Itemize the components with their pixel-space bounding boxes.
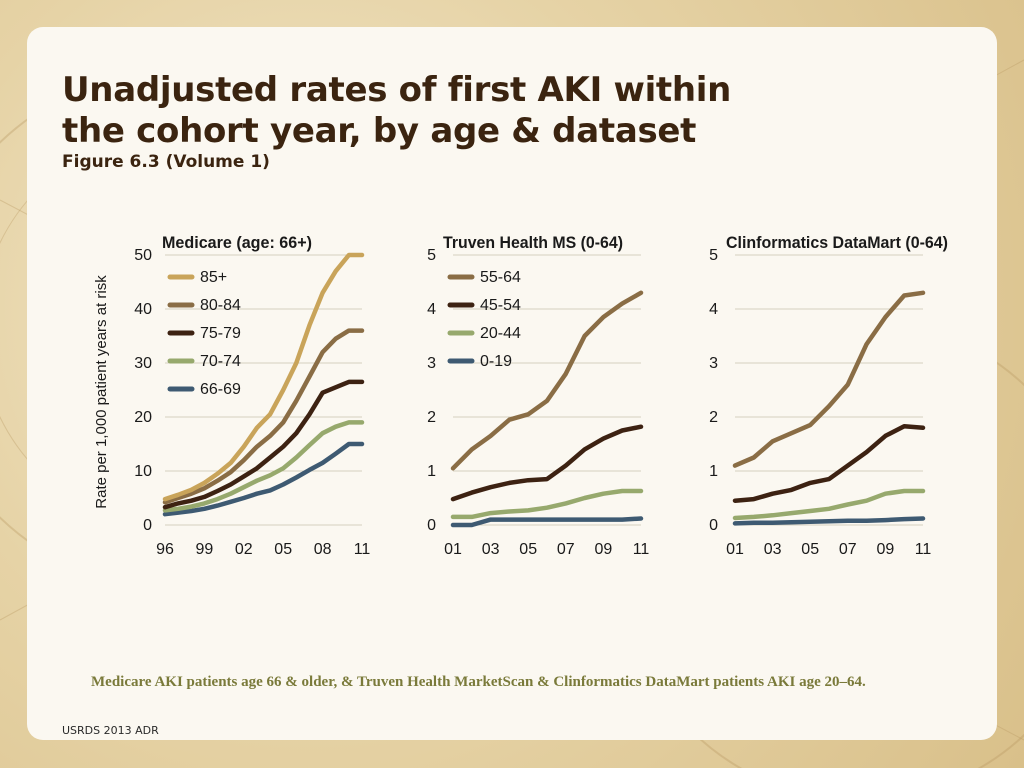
- x-tick-label-1-5: 11: [633, 541, 650, 558]
- series-line-1-3: [450, 516, 644, 528]
- legend-label-0-4: 66-69: [200, 381, 241, 398]
- y-tick-label-0-5: 50: [134, 247, 152, 264]
- legend-label-0-2: 75-79: [200, 325, 241, 342]
- y-tick-label-1-1: 1: [427, 463, 436, 480]
- x-tick-label-1-1: 03: [482, 541, 500, 558]
- x-tick-label-2-0: 01: [726, 541, 744, 558]
- y-tick-label-1-5: 5: [427, 247, 436, 264]
- series-line-0-3: [162, 420, 365, 513]
- x-tick-label-0-2: 02: [235, 541, 253, 558]
- y-tick-label-0-0: 0: [143, 517, 152, 534]
- series-line-2-0: [732, 290, 926, 468]
- x-tick-label-2-2: 05: [801, 541, 819, 558]
- legend-label-1-1: 45-54: [480, 297, 521, 314]
- y-tick-label-0-4: 40: [134, 301, 152, 318]
- chart-title-1: Truven Health MS (0-64): [443, 233, 623, 252]
- series-line-0-2: [162, 379, 365, 510]
- x-tick-label-0-4: 08: [314, 541, 332, 558]
- series-line-1-2: [450, 488, 644, 520]
- series-line-0-0: [162, 252, 365, 502]
- x-tick-label-2-1: 03: [764, 541, 782, 558]
- x-tick-label-0-0: 96: [156, 541, 174, 558]
- y-tick-label-1-4: 4: [427, 301, 436, 318]
- x-tick-label-1-4: 09: [595, 541, 613, 558]
- figure-subtitle: Figure 6.3 (Volume 1): [62, 152, 270, 172]
- title-line-1: Unadjusted rates of first AKI within: [62, 70, 732, 110]
- y-tick-label-0-2: 20: [134, 409, 152, 426]
- chart-title-2: Clinformatics DataMart (0-64): [726, 233, 948, 252]
- series-line-2-3: [732, 516, 926, 526]
- y-tick-label-2-4: 4: [709, 301, 718, 318]
- y-tick-label-1-0: 0: [427, 517, 436, 534]
- legend-label-0-3: 70-74: [200, 353, 241, 370]
- title-line-2: the cohort year, by age & dataset: [62, 111, 697, 151]
- x-tick-label-1-2: 05: [519, 541, 537, 558]
- series-line-0-1: [162, 328, 365, 505]
- y-tick-label-2-2: 2: [709, 409, 718, 426]
- series-line-1-1: [450, 424, 644, 502]
- x-tick-label-0-3: 05: [274, 541, 292, 558]
- x-tick-label-2-3: 07: [839, 541, 857, 558]
- source-label: USRDS 2013 ADR: [62, 724, 159, 737]
- x-tick-label-0-1: 99: [196, 541, 214, 558]
- y-tick-label-2-0: 0: [709, 517, 718, 534]
- series-line-0-4: [162, 441, 365, 517]
- figure-caption: Medicare AKI patients age 66 & older, & …: [91, 674, 866, 690]
- slide-panel: [27, 27, 997, 740]
- x-tick-label-2-4: 09: [877, 541, 895, 558]
- x-tick-label-1-0: 01: [444, 541, 462, 558]
- chart-title-0: Medicare (age: 66+): [162, 233, 312, 252]
- legend-label-0-0: 85+: [200, 269, 227, 286]
- legend-label-1-3: 0-19: [480, 353, 512, 370]
- slide-title: Unadjusted rates of first AKI within the…: [62, 70, 731, 152]
- y-tick-label-1-3: 3: [427, 355, 436, 372]
- y-tick-label-2-1: 1: [709, 463, 718, 480]
- legend-label-1-0: 55-64: [480, 269, 521, 286]
- series-line-2-2: [732, 488, 926, 521]
- series-line-1-0: [450, 290, 644, 471]
- x-tick-label-1-3: 07: [557, 541, 575, 558]
- x-tick-label-0-5: 11: [354, 541, 371, 558]
- y-tick-label-2-3: 3: [709, 355, 718, 372]
- y-tick-label-2-5: 5: [709, 247, 718, 264]
- legend-label-0-1: 80-84: [200, 297, 241, 314]
- series-line-2-1: [732, 423, 926, 503]
- y-tick-label-0-1: 10: [134, 463, 152, 480]
- y-axis-label: Rate per 1,000 patient years at risk: [93, 275, 110, 509]
- legend-label-1-2: 20-44: [480, 325, 521, 342]
- y-tick-label-0-3: 30: [134, 355, 152, 372]
- y-tick-label-1-2: 2: [427, 409, 436, 426]
- x-tick-label-2-5: 11: [915, 541, 932, 558]
